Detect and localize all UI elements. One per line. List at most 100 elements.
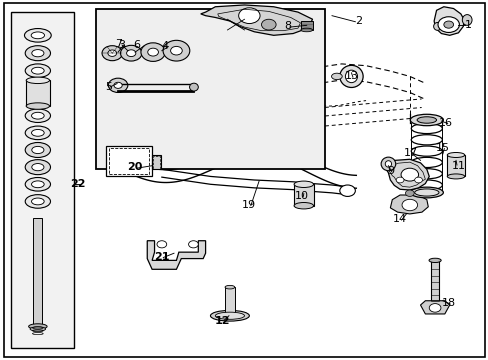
Text: 19: 19: [242, 200, 256, 210]
Text: 7: 7: [115, 39, 122, 49]
Bar: [106, 146, 152, 176]
Ellipse shape: [32, 147, 44, 154]
Ellipse shape: [25, 159, 50, 175]
Ellipse shape: [31, 130, 44, 136]
Ellipse shape: [31, 198, 44, 205]
Polygon shape: [433, 7, 463, 35]
Ellipse shape: [210, 310, 249, 321]
Text: 6: 6: [133, 40, 140, 50]
Text: 1: 1: [464, 19, 471, 30]
Text: 2: 2: [354, 16, 362, 26]
Polygon shape: [201, 5, 312, 35]
Ellipse shape: [24, 28, 51, 42]
Polygon shape: [420, 301, 449, 314]
Ellipse shape: [30, 327, 45, 331]
Circle shape: [443, 21, 453, 28]
Ellipse shape: [447, 174, 464, 179]
Polygon shape: [382, 159, 428, 190]
Ellipse shape: [331, 73, 342, 80]
Circle shape: [405, 190, 413, 197]
Ellipse shape: [409, 114, 443, 126]
Ellipse shape: [126, 50, 136, 57]
Polygon shape: [389, 195, 427, 214]
Circle shape: [414, 177, 422, 183]
Circle shape: [395, 177, 403, 183]
Ellipse shape: [26, 77, 49, 84]
Ellipse shape: [293, 203, 313, 209]
Text: 21: 21: [154, 252, 169, 262]
Text: 5: 5: [104, 82, 112, 92]
Ellipse shape: [409, 187, 443, 198]
Circle shape: [428, 303, 440, 312]
Text: 11: 11: [450, 161, 465, 171]
Text: 3: 3: [118, 40, 125, 50]
Ellipse shape: [102, 46, 122, 61]
Bar: [300, 21, 312, 30]
Bar: [26, 80, 49, 106]
Bar: [33, 217, 42, 327]
Bar: [293, 184, 313, 206]
Bar: [430, 260, 438, 303]
Circle shape: [339, 185, 355, 197]
Circle shape: [401, 199, 417, 211]
Text: 16: 16: [438, 118, 452, 128]
Ellipse shape: [25, 109, 50, 122]
Text: 9: 9: [386, 166, 393, 176]
Ellipse shape: [189, 83, 198, 91]
Text: 18: 18: [441, 298, 455, 308]
Ellipse shape: [25, 177, 50, 191]
Ellipse shape: [141, 43, 165, 62]
Text: 14: 14: [392, 214, 407, 224]
Text: 22: 22: [70, 179, 86, 189]
Ellipse shape: [32, 163, 44, 171]
Ellipse shape: [25, 64, 50, 77]
Ellipse shape: [25, 195, 50, 208]
Ellipse shape: [414, 189, 438, 196]
Ellipse shape: [108, 50, 116, 57]
Ellipse shape: [120, 45, 142, 61]
Ellipse shape: [461, 15, 471, 25]
Ellipse shape: [25, 143, 50, 157]
Text: 13: 13: [344, 71, 358, 81]
Ellipse shape: [114, 82, 122, 88]
Bar: [224, 287, 234, 314]
Bar: [153, 156, 160, 168]
Text: 12: 12: [214, 316, 230, 326]
Ellipse shape: [31, 181, 44, 188]
Circle shape: [188, 241, 198, 248]
Polygon shape: [147, 241, 205, 269]
Ellipse shape: [26, 103, 49, 109]
Bar: [152, 155, 161, 169]
Ellipse shape: [29, 324, 47, 329]
Ellipse shape: [300, 28, 312, 32]
Ellipse shape: [25, 126, 50, 140]
Ellipse shape: [293, 181, 313, 188]
Text: 4: 4: [162, 41, 168, 51]
Circle shape: [437, 17, 458, 32]
Ellipse shape: [447, 153, 464, 157]
Bar: [11, 12, 74, 348]
Ellipse shape: [380, 157, 395, 171]
Bar: [96, 9, 324, 169]
Text: 20: 20: [127, 162, 142, 172]
Ellipse shape: [31, 32, 44, 39]
Ellipse shape: [31, 112, 44, 119]
Ellipse shape: [345, 70, 357, 83]
Text: 10: 10: [294, 191, 308, 201]
Text: 8: 8: [284, 21, 291, 31]
Ellipse shape: [215, 312, 244, 319]
Circle shape: [400, 168, 418, 181]
Ellipse shape: [428, 258, 440, 262]
Ellipse shape: [25, 46, 50, 61]
Ellipse shape: [108, 78, 127, 93]
Circle shape: [157, 241, 166, 248]
Ellipse shape: [339, 65, 363, 87]
Ellipse shape: [31, 67, 44, 74]
Ellipse shape: [170, 46, 182, 55]
Circle shape: [238, 8, 260, 23]
Circle shape: [261, 19, 276, 30]
Ellipse shape: [147, 48, 158, 56]
Ellipse shape: [32, 50, 44, 57]
Ellipse shape: [385, 161, 391, 167]
Text: 15: 15: [435, 143, 449, 153]
